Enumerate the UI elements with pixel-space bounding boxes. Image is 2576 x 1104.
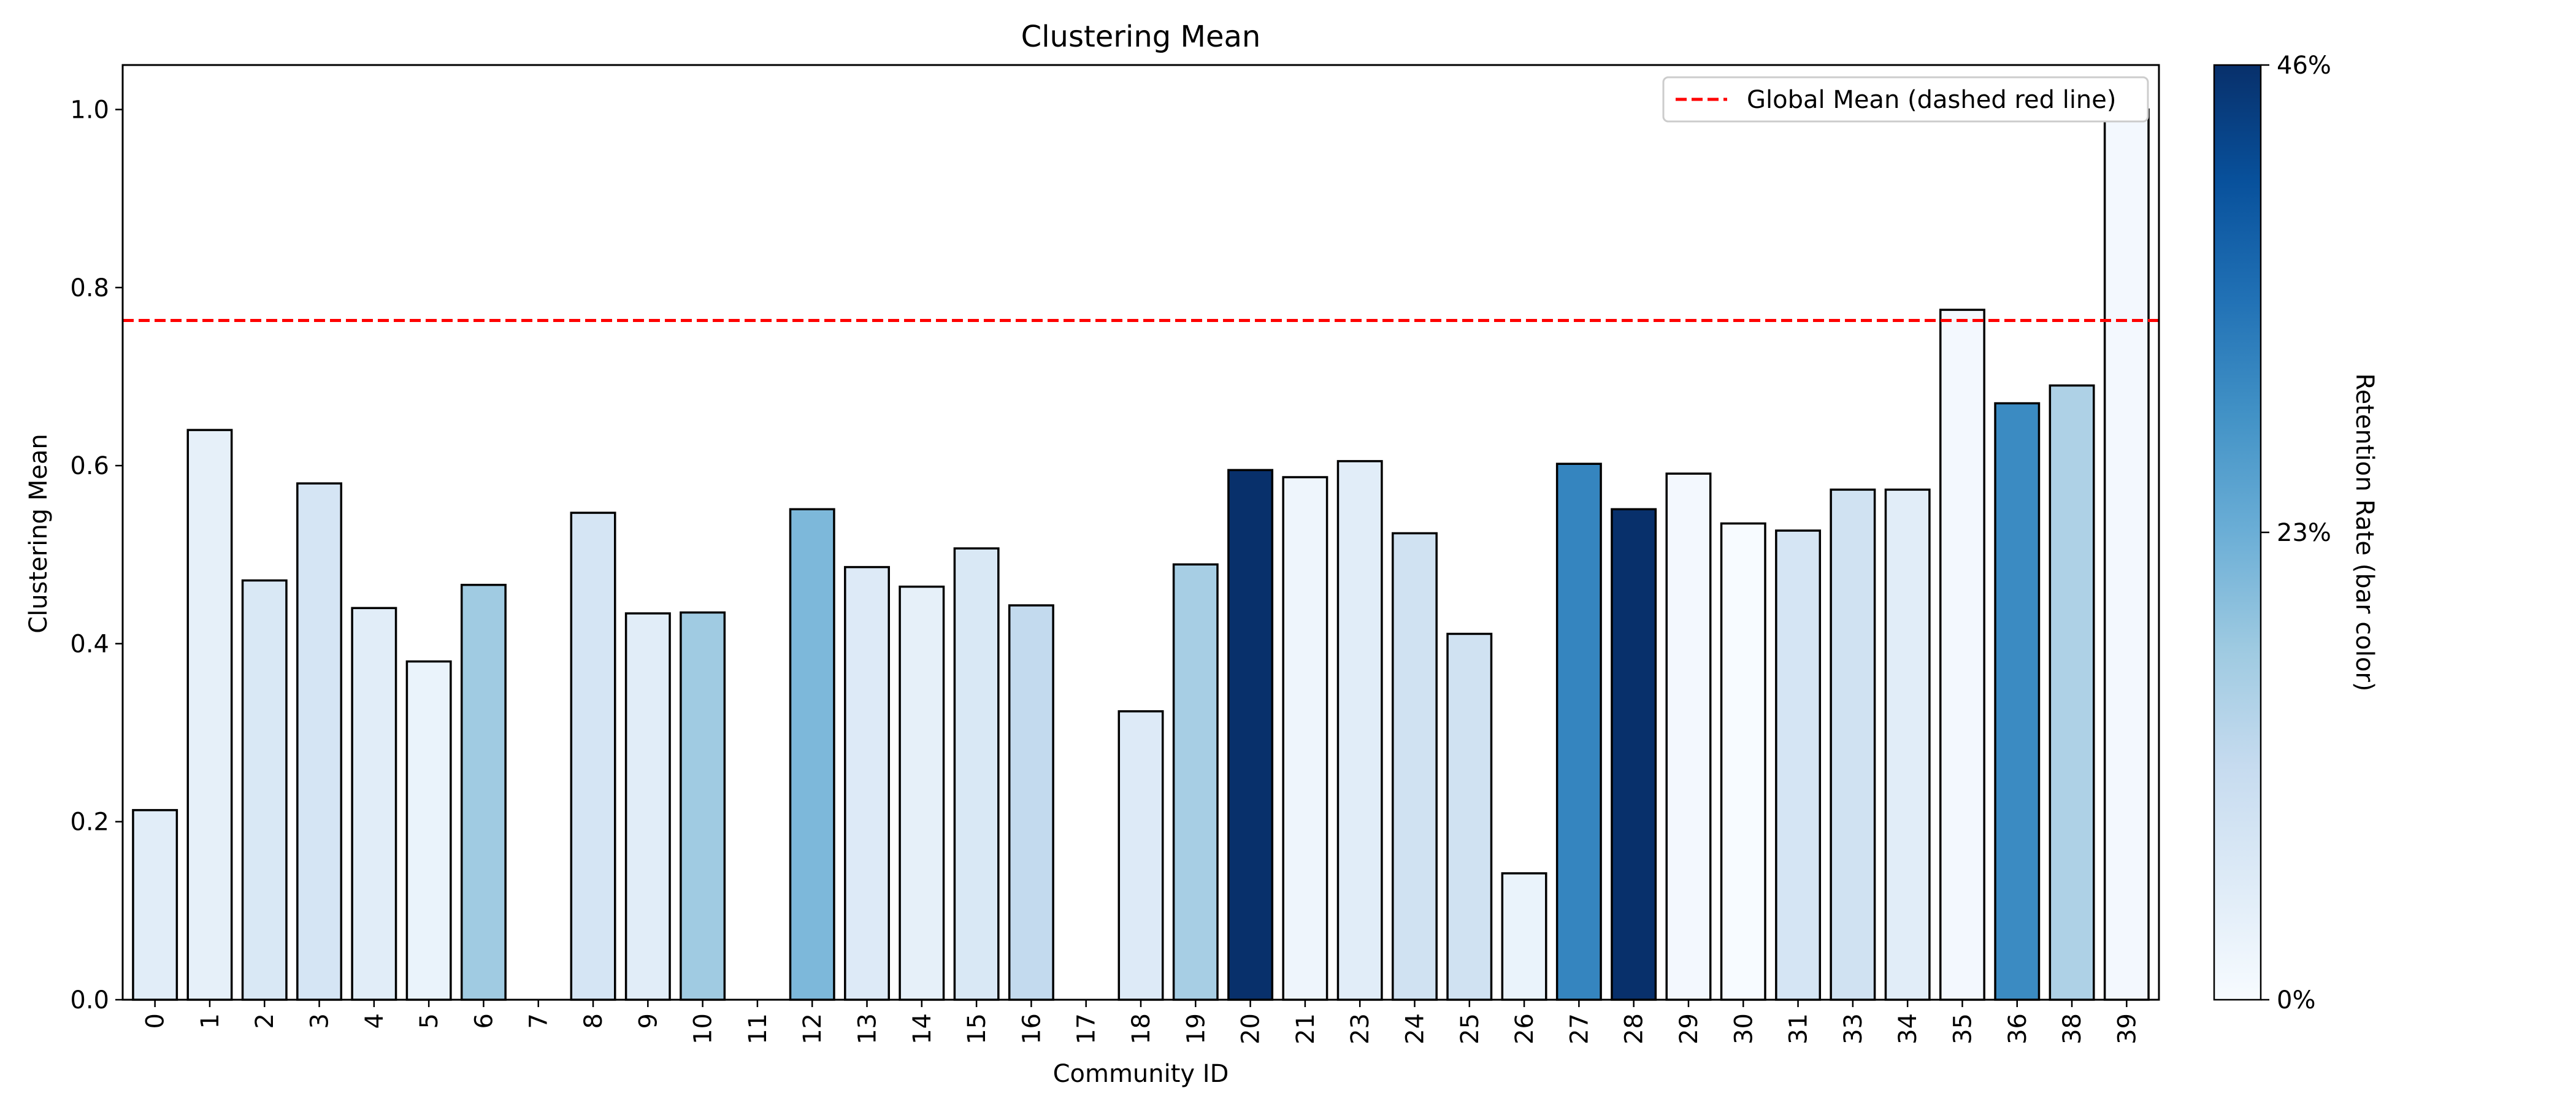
x-tick-label: 30	[1730, 1013, 1758, 1045]
x-axis-label: Community ID	[1053, 1060, 1229, 1088]
bar-6	[460, 583, 507, 1001]
y-tick-label: 1.0	[70, 96, 109, 125]
x-tick-label: 21	[1292, 1013, 1320, 1045]
x-tick-label: 36	[2004, 1013, 2032, 1045]
bar-34	[1884, 488, 1931, 1001]
bar-4	[351, 607, 397, 1001]
x-tick-label: 16	[1018, 1013, 1046, 1045]
x-tick-label: 2	[251, 1013, 279, 1029]
x-tick-label: 33	[1839, 1013, 1868, 1045]
colorbar-label: Retention Rate (bar color)	[2350, 374, 2379, 692]
colorbar-tick-label: 0%	[2277, 986, 2315, 1014]
x-tick-label: 11	[744, 1013, 772, 1045]
x-tick-label: 23	[1346, 1013, 1374, 1045]
x-tick-label: 1	[196, 1013, 224, 1029]
bar-39	[2103, 108, 2150, 1001]
bar-3	[296, 482, 343, 1001]
bar-25	[1446, 632, 1493, 1001]
y-ticks-group: 0.0 0.2 0.4 0.6 0.8 1.0	[70, 96, 123, 1014]
y-tick-label: 0.0	[70, 986, 109, 1014]
x-tick-label: 26	[1511, 1013, 1539, 1045]
bar-30	[1720, 522, 1766, 1001]
x-tick-label: 4	[361, 1013, 389, 1029]
bar-5	[405, 660, 452, 1001]
x-tick-label: 18	[1127, 1013, 1156, 1045]
x-tick-label: 10	[689, 1013, 718, 1045]
x-tick-label: 25	[1456, 1013, 1484, 1045]
x-tick-label: 12	[799, 1013, 827, 1045]
bar-38	[2049, 384, 2095, 1001]
bar-21	[1282, 476, 1328, 1001]
x-tick-label: 17	[1073, 1013, 1101, 1045]
x-tick-label: 19	[1182, 1013, 1210, 1045]
bar-36	[1994, 402, 2041, 1001]
x-tick-label: 6	[470, 1013, 498, 1029]
x-tick-label: 13	[854, 1013, 882, 1045]
x-tick-label: 29	[1675, 1013, 1703, 1045]
y-tick-label: 0.4	[70, 630, 109, 658]
bar-0	[132, 809, 178, 1001]
legend-label: Global Mean (dashed red line)	[1747, 86, 2117, 114]
bar-9	[624, 612, 671, 1001]
x-tick-label: 20	[1237, 1013, 1265, 1045]
x-tick-label: 34	[1894, 1013, 1922, 1045]
y-tick-label: 0.6	[70, 452, 109, 480]
bar-26	[1501, 872, 1547, 1001]
bar-23	[1336, 460, 1383, 1001]
bar-20	[1227, 469, 1274, 1001]
chart-title: Clustering Mean	[1021, 20, 1261, 54]
bar-16	[1008, 604, 1054, 1001]
x-tick-label: 39	[2113, 1013, 2141, 1045]
bar-35	[1939, 309, 1985, 1001]
colorbar: 0% 23% 46% Retention Rate (bar color)	[2213, 52, 2379, 1014]
bar-18	[1117, 710, 1164, 1001]
bar-24	[1392, 532, 1438, 1001]
x-ticks-group: 0 1 2 3 4 5 6 7 8 9 10 11 12 13 14 15 16 17 18 19 20 21 23 24 25…	[142, 1000, 2141, 1045]
legend-box	[1662, 76, 2149, 123]
x-tick-label: 31	[1785, 1013, 1813, 1045]
x-tick-label: 0	[142, 1013, 170, 1029]
bar-31	[1775, 529, 1822, 1001]
x-tick-label: 14	[908, 1013, 937, 1045]
bars-group	[132, 108, 2150, 1001]
x-tick-label: 38	[2058, 1013, 2087, 1045]
bar-15	[953, 547, 1000, 1001]
bar-10	[680, 611, 726, 1001]
bar-29	[1665, 472, 1712, 1001]
bar-33	[1830, 488, 1876, 1001]
bar-28	[1611, 508, 1657, 1001]
x-tick-label: 27	[1565, 1013, 1593, 1045]
bar-2	[241, 579, 288, 1001]
x-tick-label: 7	[525, 1013, 553, 1029]
x-tick-label: 5	[415, 1013, 443, 1029]
x-tick-label: 3	[306, 1013, 334, 1029]
y-tick-label: 0.2	[70, 808, 109, 837]
bar-27	[1555, 462, 1602, 1001]
y-tick-label: 0.8	[70, 274, 109, 302]
plot-frame	[121, 64, 2160, 1001]
bar-12	[789, 508, 835, 1001]
colorbar-gradient	[2213, 64, 2262, 1001]
legend: Global Mean (dashed red line)	[1662, 76, 2149, 123]
bar-19	[1172, 563, 1219, 1001]
x-tick-label: 9	[634, 1013, 662, 1029]
colorbar-tick-label: 23%	[2277, 519, 2331, 547]
x-tick-label: 24	[1401, 1013, 1429, 1045]
bar-8	[570, 512, 616, 1001]
y-axis-label: Clustering Mean	[25, 434, 53, 634]
bar-1	[186, 429, 233, 1001]
x-tick-label: 28	[1620, 1013, 1649, 1045]
x-tick-label: 35	[1949, 1013, 1977, 1045]
x-tick-label: 8	[580, 1013, 608, 1029]
bar-13	[844, 565, 890, 1001]
colorbar-tick-label: 46%	[2277, 52, 2331, 80]
x-tick-label: 15	[963, 1013, 991, 1045]
bar-14	[899, 585, 945, 1001]
